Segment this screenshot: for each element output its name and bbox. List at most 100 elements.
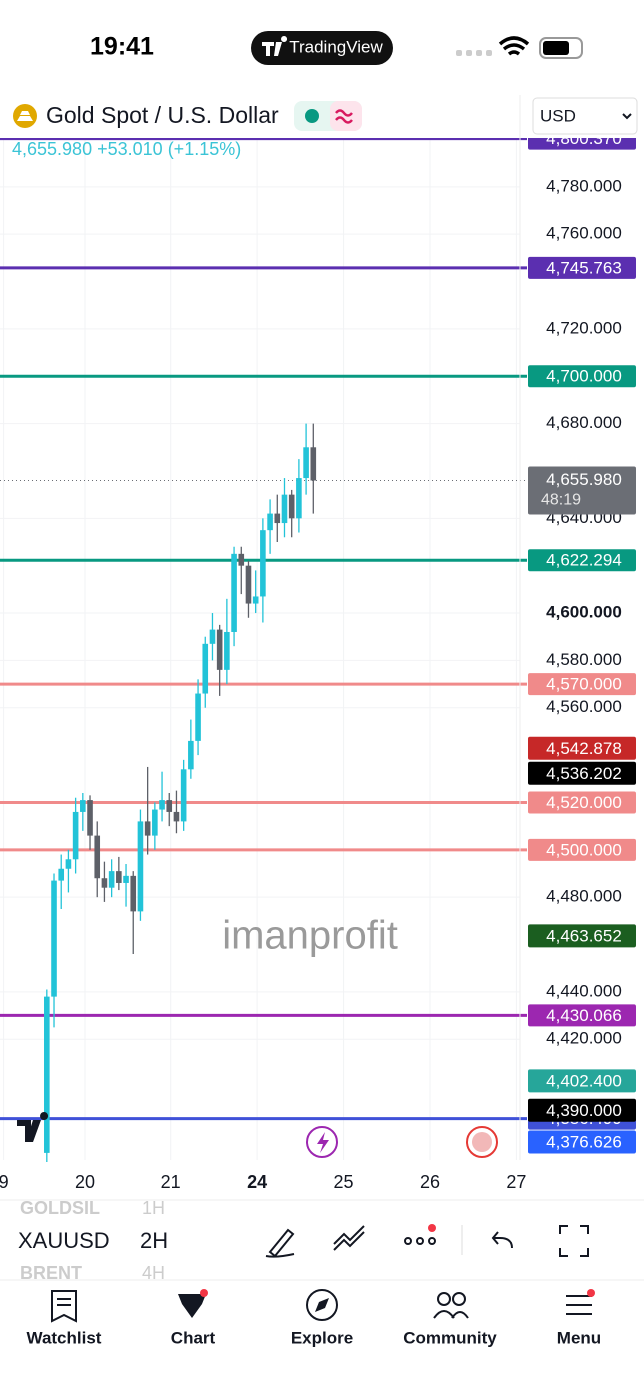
symbol-next[interactable]: BRENT — [20, 1263, 82, 1283]
candle-body — [180, 769, 187, 822]
flag — [472, 1132, 492, 1152]
chart: 4,780.0004,760.0004,720.0004,680.0004,64… — [0, 138, 636, 1162]
battery — [539, 37, 583, 59]
candle-body — [159, 800, 165, 810]
nav-label[interactable]: Community — [403, 1328, 497, 1347]
status-time: 19:41 — [90, 33, 154, 61]
watchlist-icon[interactable] — [51, 1290, 77, 1323]
symbol-prev[interactable]: GOLDSIL — [20, 1198, 100, 1218]
price-summary: 4,655.980 +53.010 (+1.15%) — [12, 139, 241, 159]
signal — [456, 50, 492, 56]
candle-body — [173, 811, 180, 822]
app-name: TradingView — [289, 37, 383, 56]
nav-label[interactable]: Explore — [291, 1328, 353, 1347]
candle-body — [80, 800, 86, 812]
symbol-current[interactable]: XAUUSD — [18, 1228, 110, 1253]
plot-area: 4,780.0004,760.0004,720.0004,680.0004,64… — [0, 95, 636, 1192]
candle-body — [44, 996, 50, 1153]
candle-body — [123, 875, 129, 883]
candle-body — [267, 513, 273, 531]
draw-tool[interactable] — [265, 1228, 295, 1258]
currency: USD — [540, 106, 576, 125]
candle-body — [188, 740, 194, 770]
level-label: 4,570.000 — [546, 675, 622, 694]
event-bolt — [317, 1132, 329, 1153]
current-price-label: 4,655.980 — [546, 470, 622, 489]
candle-body — [245, 565, 252, 604]
undo[interactable] — [491, 1231, 513, 1249]
candle-body — [231, 553, 237, 632]
nav-label[interactable]: Chart — [171, 1328, 216, 1347]
y-tick-label: 4,600.000 — [546, 603, 622, 622]
explore-icon[interactable] — [306, 1289, 338, 1321]
y-tick-label: 4,760.000 — [546, 224, 622, 243]
price-label-bg — [528, 736, 636, 760]
chart-icon[interactable] — [178, 1294, 206, 1318]
interval-current[interactable]: 2H — [140, 1228, 168, 1253]
x-tick-label: 24 — [247, 1172, 267, 1192]
countdown: 48:19 — [541, 492, 581, 509]
candle-body — [216, 629, 223, 670]
marker-label: 4,536.202 — [546, 764, 622, 783]
indicators[interactable] — [333, 1225, 365, 1251]
y-tick-label: 4,560.000 — [546, 697, 622, 716]
more[interactable] — [404, 1237, 436, 1245]
price-label-bg — [528, 138, 636, 150]
x-tick-label: 21 — [161, 1172, 181, 1192]
tv-logo — [262, 36, 288, 56]
y-tick-label: 4,780.000 — [546, 176, 622, 195]
notification-dot — [200, 1289, 208, 1297]
watermark: imanprofit — [222, 914, 398, 958]
menu-icon[interactable] — [566, 1295, 592, 1315]
candle-body — [296, 478, 302, 519]
delayed-icon — [335, 109, 353, 124]
currency-select[interactable] — [532, 97, 638, 135]
price-label-bg — [528, 365, 636, 388]
chevron — [622, 113, 632, 120]
nav-label[interactable]: Menu — [557, 1328, 601, 1347]
x-tick-label: 26 — [420, 1172, 440, 1192]
interval-next[interactable]: 4H — [142, 1263, 165, 1283]
level-label: 4,700.000 — [546, 367, 622, 386]
fullscreen[interactable] — [559, 1225, 589, 1257]
price-label-bg — [528, 1130, 636, 1154]
candle-body — [238, 553, 245, 566]
y-tick-label: 4,680.000 — [546, 413, 622, 432]
y-tick-label: 4,480.000 — [546, 887, 622, 906]
interval-prev[interactable]: 1H — [142, 1198, 165, 1218]
level-label: 4,430.066 — [546, 1006, 622, 1025]
last-price: 4,655.980 — [12, 139, 92, 159]
marker-label: 4,463.652 — [546, 926, 622, 945]
level-label: 4,520.000 — [546, 793, 622, 812]
candle-body — [144, 821, 151, 836]
price-label-bg — [528, 1004, 636, 1027]
candle-body — [252, 596, 259, 604]
battery-level — [543, 41, 569, 55]
candle-body — [166, 800, 173, 812]
price-label-bg — [528, 924, 636, 948]
y-tick-label: 4,420.000 — [546, 1029, 622, 1048]
gold-bars — [17, 111, 33, 121]
x-tick-label: 9 — [0, 1172, 9, 1192]
marker-label: 4,376.626 — [546, 1132, 622, 1151]
price-label-bg — [528, 256, 636, 279]
price-label-bg — [528, 673, 636, 696]
candle-body — [260, 530, 266, 597]
candle-body — [303, 447, 309, 479]
candle-body — [310, 447, 317, 481]
current-price-bg — [528, 466, 636, 515]
nav-label[interactable]: Watchlist — [27, 1328, 102, 1347]
symbol-title[interactable]: Gold Spot / U.S. Dollar — [46, 102, 279, 128]
x-tick-label: 25 — [334, 1172, 354, 1192]
level-label: 4,622.294 — [546, 551, 622, 570]
candle-body — [209, 629, 216, 644]
price-label-bg — [528, 1098, 636, 1122]
candle-body — [195, 693, 201, 741]
change-pct: (+1.15%) — [168, 139, 242, 159]
notification-dot — [428, 1224, 436, 1232]
price-label-bg — [528, 549, 636, 572]
market-open-dot — [305, 109, 319, 123]
community-icon[interactable] — [433, 1292, 469, 1319]
compass — [315, 1298, 329, 1312]
